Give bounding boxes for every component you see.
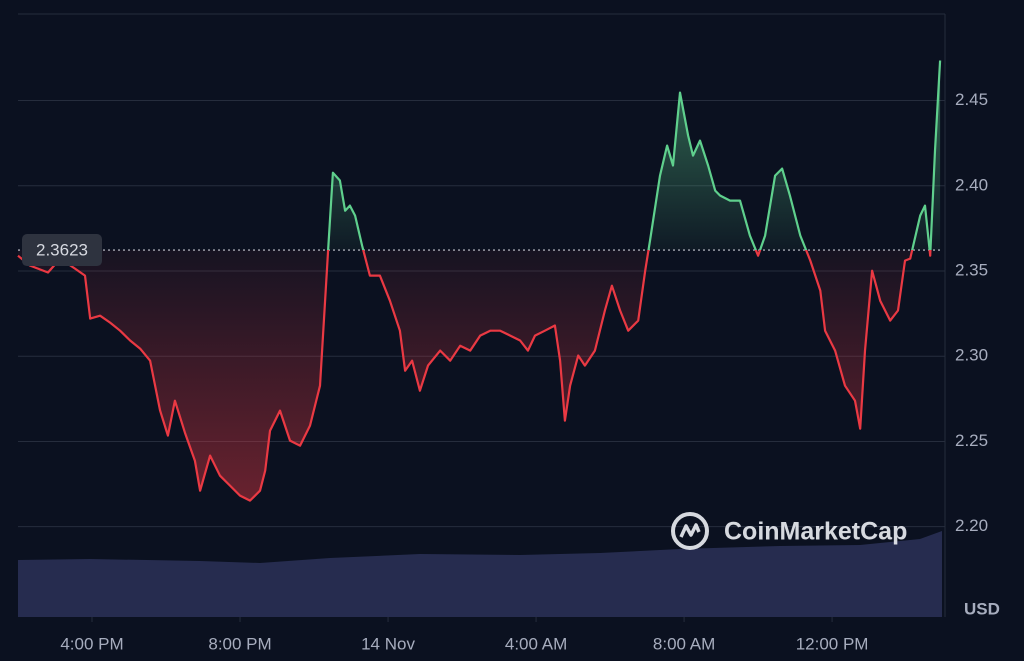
plot: 2.3623: [17, 60, 942, 502]
price-line: [17, 60, 942, 502]
y-tick-label: 2.40: [955, 175, 988, 194]
logo-mark: [679, 523, 701, 538]
x-tick-label: 8:00 AM: [653, 634, 715, 653]
x-tick-label: 4:00 AM: [505, 634, 567, 653]
y-tick-label: 2.25: [955, 431, 988, 450]
watermark: CoinMarketCap: [724, 518, 907, 546]
x-tick-label: 4:00 PM: [60, 634, 123, 653]
baseline-label: 2.3623: [36, 241, 88, 260]
y-tick-label: 2.20: [955, 516, 988, 535]
logo-ring: [671, 512, 709, 550]
watermark-logo: [671, 512, 709, 550]
x-tick-label: 8:00 PM: [208, 634, 271, 653]
y-tick-label: 2.30: [955, 346, 988, 365]
x-tick-label: 12:00 PM: [796, 634, 869, 653]
y-tick-label: 2.35: [955, 260, 988, 279]
volume-area: [18, 531, 942, 617]
baseline-label-box: [22, 234, 102, 267]
currency-label: USD: [964, 599, 1000, 618]
x-tick-label: 14 Nov: [361, 634, 415, 653]
price-area: [18, 60, 941, 501]
y-tick-label: 2.45: [955, 90, 988, 109]
